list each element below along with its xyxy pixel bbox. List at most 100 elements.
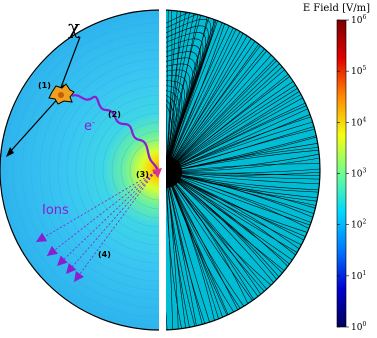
field-line (165, 157, 320, 173)
colorbar-tick-label: 106 (351, 14, 366, 26)
field-contour (111, 121, 160, 219)
field-line (165, 147, 319, 173)
field-line (165, 171, 290, 265)
tick-exponent: 4 (362, 116, 366, 123)
field-line (165, 48, 265, 173)
tick-base: 10 (351, 170, 363, 180)
field-line (165, 84, 296, 173)
particle-track (8, 36, 81, 154)
field-line (165, 171, 320, 185)
colorbar-tick-label: 101 (351, 270, 366, 282)
field-line (165, 171, 241, 309)
field-line (165, 171, 215, 321)
field-line (165, 81, 294, 173)
field-line (165, 171, 262, 295)
ion-arrowhead (74, 270, 84, 282)
field-line (165, 171, 197, 326)
field-line (165, 171, 313, 218)
field-line (165, 12, 187, 173)
collection-electrode (152, 168, 162, 178)
field-line (165, 128, 315, 173)
field-line (165, 58, 276, 173)
field-line (165, 171, 288, 267)
colorbar-tick-label: 103 (351, 168, 366, 180)
tick-base: 10 (351, 118, 363, 128)
tick-exponent: 1 (362, 270, 366, 277)
colorbar-tick-label: 105 (351, 65, 366, 77)
field-line (165, 163, 320, 173)
field-line (165, 171, 310, 229)
field-line (165, 153, 320, 173)
colorbar-tick-label: 102 (351, 219, 366, 231)
field-line (165, 171, 300, 250)
tick-base: 10 (351, 16, 363, 26)
chi-label: χ (68, 15, 80, 39)
ion-drift-line (73, 171, 156, 283)
electron-path (71, 94, 161, 174)
tick-exponent: 6 (362, 14, 366, 21)
tick-exponent: 5 (362, 65, 366, 72)
field-line (165, 69, 285, 173)
field-line (165, 60, 277, 173)
colorbar-tick-label: 104 (351, 116, 366, 128)
tick-exponent: 2 (362, 219, 366, 226)
colorbar-title: E Field [V/m] (303, 3, 370, 14)
field-line (165, 171, 239, 310)
field-contour (30, 40, 160, 300)
field-line (165, 10, 169, 173)
field-line (165, 171, 302, 246)
field-contour (84, 94, 160, 246)
field-contour (75, 85, 160, 255)
step-3-label: (3) (136, 170, 149, 179)
ion-drift-line (46, 171, 156, 257)
tick-base: 10 (351, 323, 363, 333)
field-line (165, 171, 317, 202)
field-contour (3, 13, 160, 327)
field-line (165, 25, 230, 173)
field-line (165, 54, 272, 173)
track-arrowhead-left (6, 147, 14, 157)
electron-charge: - (92, 118, 95, 128)
ion-drift-line (65, 171, 156, 275)
field-contour (66, 76, 160, 264)
field-line (165, 171, 234, 313)
center-divider (159, 8, 166, 332)
tick-exponent: 3 (362, 168, 366, 175)
electron-label: e- (84, 118, 95, 134)
interaction-vertex (48, 83, 75, 105)
ion-arrowheads (36, 232, 84, 282)
ion-arrowhead (57, 255, 68, 266)
field-line (165, 31, 241, 173)
field-line (165, 171, 316, 209)
field-line (165, 171, 296, 256)
step-4-label: (4) (98, 250, 111, 259)
field-contour (102, 112, 160, 228)
field-line (165, 116, 312, 173)
field-contour (12, 22, 160, 318)
field-line (165, 171, 311, 226)
tick-base: 10 (351, 272, 363, 282)
field-line (165, 171, 253, 301)
ion-drift-lines (35, 171, 156, 283)
field-line (165, 50, 267, 173)
field-line (165, 171, 274, 283)
field-contour (129, 139, 160, 201)
field-line (165, 66, 283, 173)
field-line (165, 171, 277, 280)
tick-base: 10 (351, 221, 363, 231)
field-lines-half (160, 10, 320, 330)
ion-arrowhead (47, 245, 58, 256)
field-line (165, 149, 319, 173)
field-line (165, 171, 179, 329)
field-line (165, 171, 249, 304)
field-line (165, 22, 223, 173)
field-line (165, 105, 307, 173)
field-contour (21, 31, 160, 309)
ion-arrowhead (36, 232, 48, 242)
field-line (165, 171, 182, 329)
ion-drift-line (35, 171, 156, 243)
ion-drift-line (56, 171, 156, 267)
field-line (165, 88, 298, 173)
field-contour (57, 67, 160, 273)
